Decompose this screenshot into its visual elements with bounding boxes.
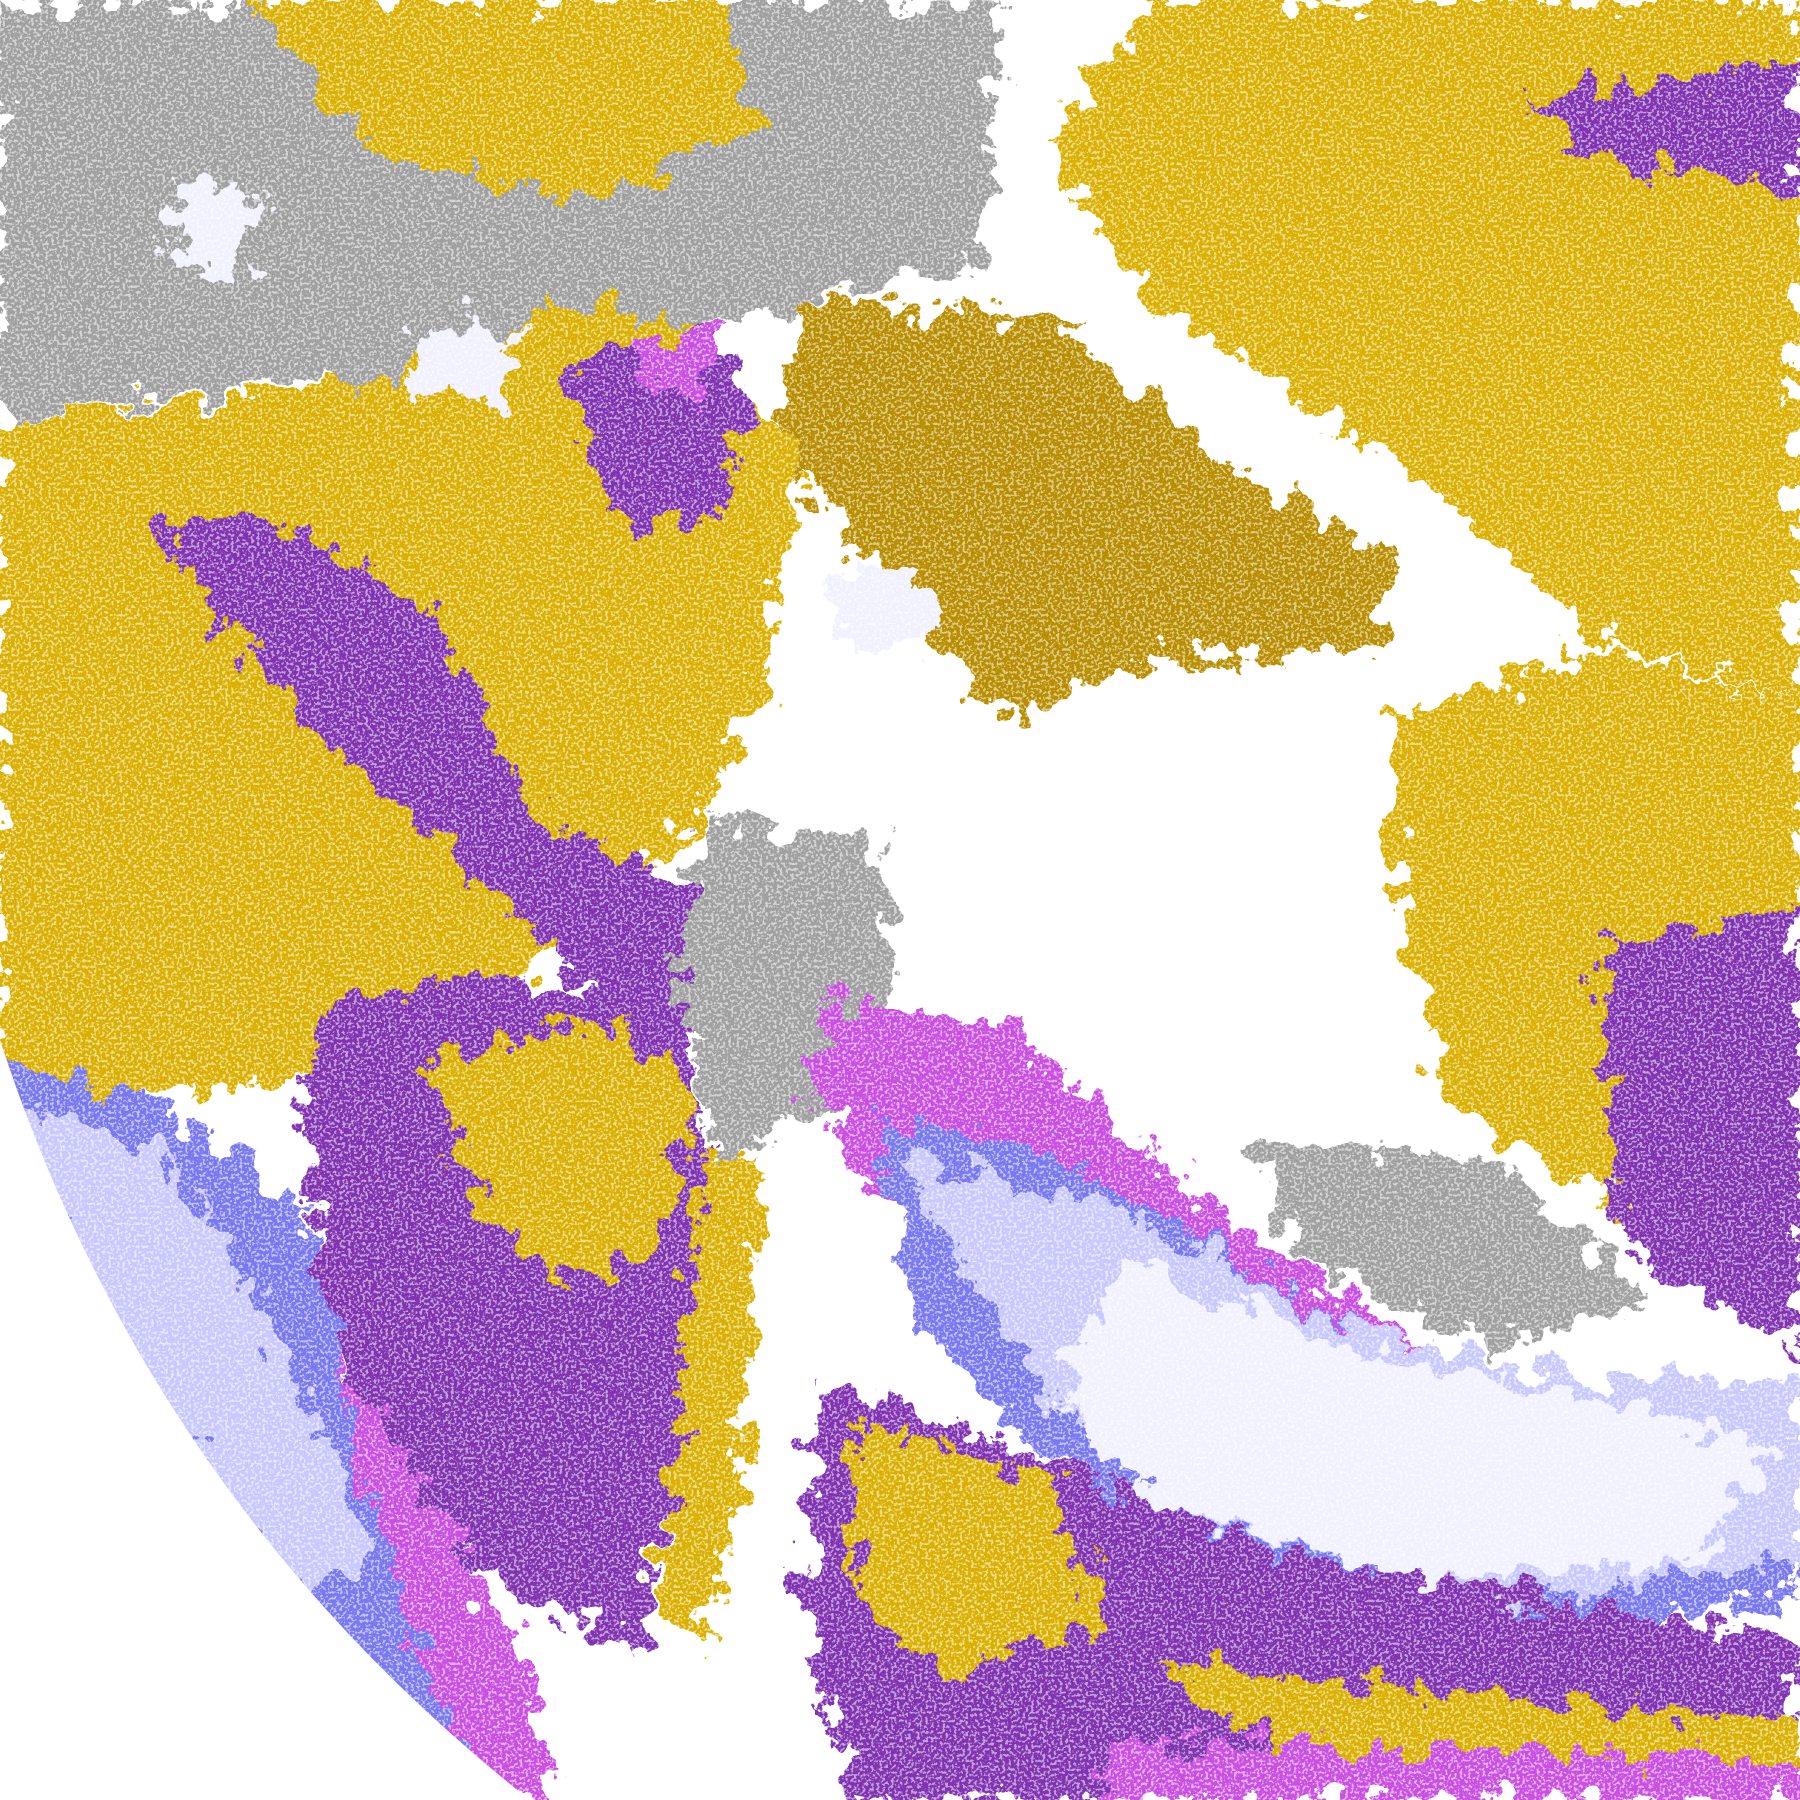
speckle-texture: [0, 0, 1800, 1800]
earth-disk: [0, 0, 1800, 1800]
satellite-image: [0, 0, 1800, 1800]
